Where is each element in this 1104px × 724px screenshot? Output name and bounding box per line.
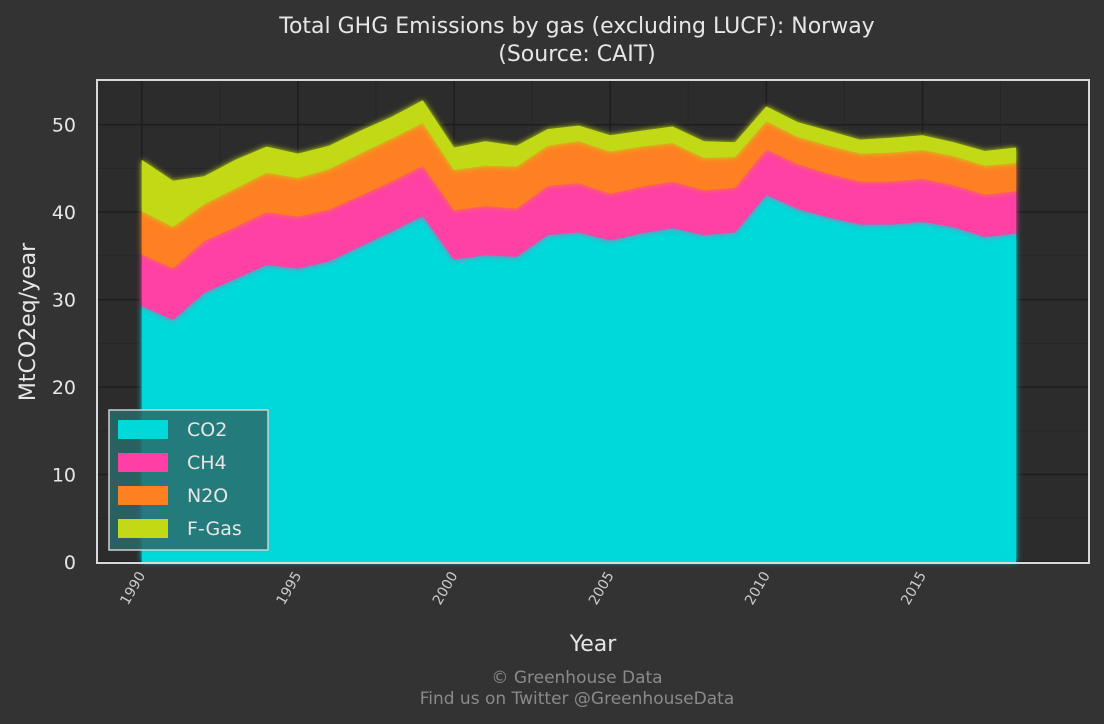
y-tick-label-1: 10 [52, 465, 76, 487]
y-tick-label-4: 40 [52, 202, 76, 224]
y-tick-label-3: 30 [52, 290, 76, 312]
stacked-areas [141, 100, 1017, 562]
y-tick-label-0: 0 [64, 552, 76, 574]
y-axis-label: MtCO2eq/year [16, 242, 41, 401]
legend-label-3: F-Gas [187, 518, 242, 540]
area-n2o [141, 121, 1017, 269]
credit-line-2: Find us on Twitter @GreenhouseData [420, 689, 735, 709]
legend-swatch-3 [118, 519, 168, 538]
chart-title: Total GHG Emissions by gas (excluding LU… [278, 14, 874, 39]
x-tick-label-3: 2005 [586, 569, 618, 608]
y-tick-label-5: 50 [52, 115, 76, 137]
y-axis-ticks: 0 10 20 30 40 50 [52, 115, 76, 574]
legend-label-1: CH4 [187, 452, 227, 474]
area-f-gas [141, 100, 1017, 227]
legend-label-2: N2O [187, 485, 228, 507]
chart-subtitle: (Source: CAIT) [498, 42, 655, 67]
legend: CO2 CH4 N2O F-Gas [108, 409, 269, 551]
legend-swatch-1 [118, 453, 168, 472]
legend-swatch-0 [118, 420, 168, 439]
plot-frame [96, 79, 1090, 564]
area-ch4 [141, 149, 1017, 320]
y-tick-label-2: 20 [52, 377, 76, 399]
credit-line-1: © Greenhouse Data [491, 668, 662, 688]
x-tick-label-4: 2010 [742, 569, 774, 608]
legend-swatch-2 [118, 486, 168, 505]
x-axis-label: Year [569, 632, 618, 657]
area-co2 [141, 194, 1017, 562]
x-tick-label-2: 2000 [430, 569, 462, 608]
x-tick-label-1: 1995 [274, 569, 306, 608]
x-axis-ticks: 1990 1995 2000 2005 2010 2015 [118, 569, 930, 608]
x-tick-label-0: 1990 [118, 569, 150, 608]
legend-label-0: CO2 [187, 419, 227, 441]
x-tick-label-5: 2015 [898, 569, 930, 608]
